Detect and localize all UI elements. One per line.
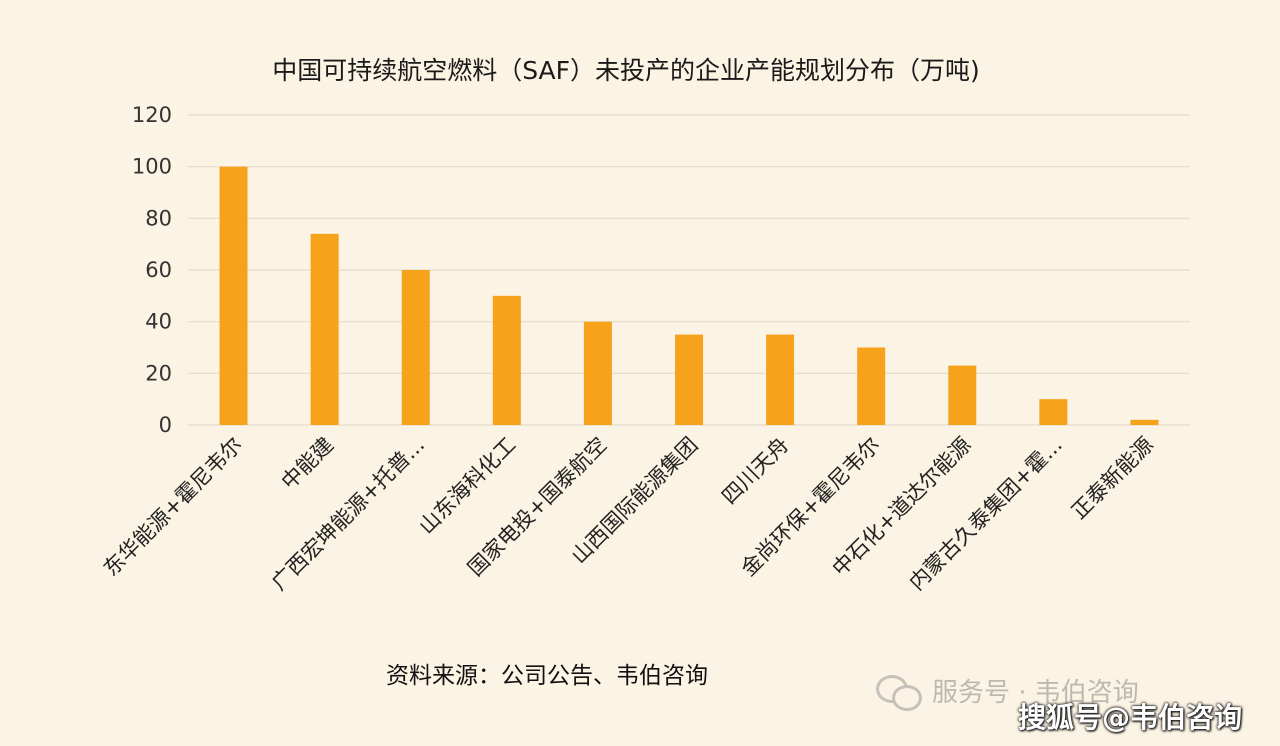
x-category-label: 正泰新能源 [1067, 433, 1158, 524]
bars [219, 166, 1159, 425]
bar [583, 321, 612, 425]
x-axis-category-labels: 东华能源+霍尼韦尔 中能建广西宏坤能源+托普...山东海科化工国家电投+国泰航空山… [99, 433, 1158, 595]
x-category-label: 东华能源+霍尼韦尔 [99, 433, 247, 581]
sohu-watermark: 搜狐号@韦伯咨询 [1018, 701, 1243, 734]
y-tick-label: 80 [145, 206, 172, 230]
y-tick-label: 100 [132, 155, 172, 179]
x-category-label: 中能建 [277, 433, 339, 495]
y-tick-label: 60 [145, 258, 172, 282]
gridlines [188, 114, 1190, 426]
wechat-icon [876, 673, 922, 711]
bar [1039, 399, 1068, 425]
y-tick-label: 20 [145, 361, 172, 385]
bar [675, 334, 703, 425]
y-tick-label: 0 [159, 413, 172, 437]
bar [492, 295, 521, 425]
bar [948, 365, 977, 425]
x-category-label: 广西宏坤能源+托普... [267, 433, 429, 595]
bar [310, 233, 339, 425]
y-tick-label: 120 [132, 103, 172, 127]
chart-title: 中国可持续航空燃料（SAF）未投产的企业产能规划分布（万吨) [272, 56, 980, 85]
wechat-watermark: 服务号 · 韦伯咨询 [876, 672, 1139, 711]
bar [401, 270, 430, 425]
bar [857, 347, 886, 425]
x-category-label: 四川天舟 [717, 433, 793, 509]
y-axis-ticks: 0 20 40 60 80 100 120 [132, 103, 172, 437]
bar [1130, 419, 1159, 425]
wechat-watermark-text: 服务号 · 韦伯咨询 [932, 678, 1139, 708]
source-note: 资料来源：公司公告、韦伯咨询 [386, 663, 708, 689]
x-category-label: 内蒙古久泰集团+霍... [905, 433, 1067, 595]
bar [219, 166, 248, 425]
bar [766, 334, 795, 425]
y-tick-label: 40 [145, 310, 172, 334]
